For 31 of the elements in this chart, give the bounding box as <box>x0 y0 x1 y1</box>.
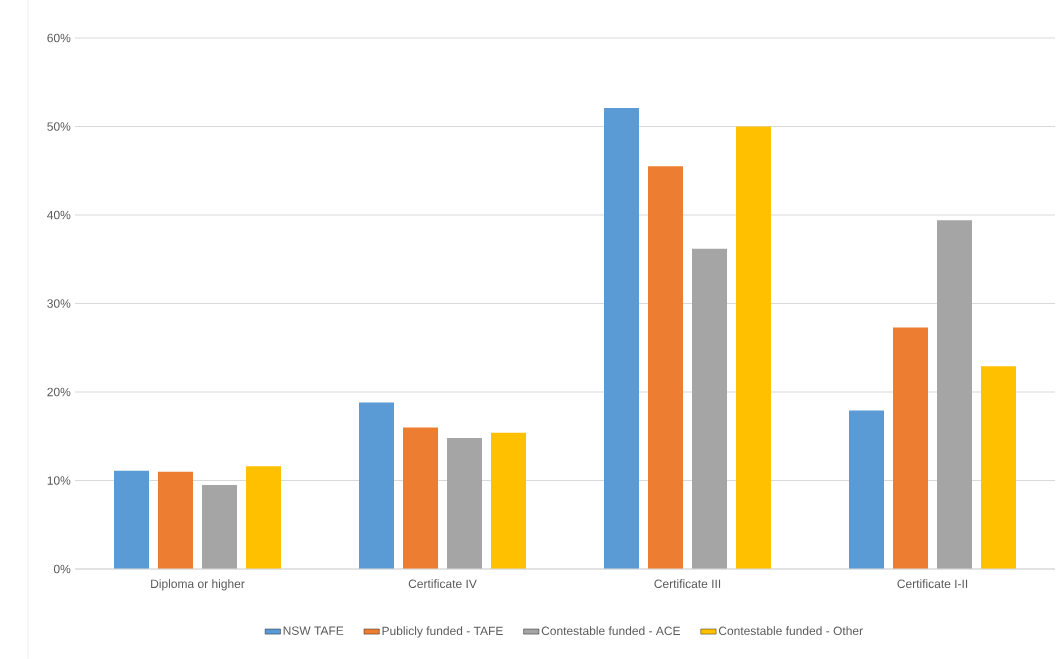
x-tick-label: Certificate IV <box>408 579 477 589</box>
x-tick-label: Certificate III <box>654 579 721 589</box>
bar <box>359 402 394 569</box>
legend-label: Contestable funded - ACE <box>541 626 681 636</box>
bar <box>736 126 772 569</box>
bar <box>491 432 526 569</box>
y-tick-label: 0% <box>53 564 71 574</box>
bar <box>158 471 193 569</box>
legend-label: Publicly funded - TAFE <box>382 626 503 638</box>
bar <box>246 466 281 569</box>
y-tick-label: 50% <box>47 122 71 131</box>
bar <box>893 327 929 569</box>
y-tick-label: 40% <box>47 210 71 220</box>
legend-label: Contestable funded - Other <box>718 626 863 636</box>
bar <box>202 484 237 569</box>
bar <box>937 220 973 569</box>
y-tick-label: 10% <box>47 476 71 485</box>
bar <box>604 107 640 569</box>
bar <box>447 438 482 569</box>
x-tick-label: Certificate I-II <box>897 579 968 589</box>
bar <box>849 410 885 569</box>
bar <box>692 248 728 569</box>
legend-label: NSW TAFE <box>283 626 344 635</box>
bar <box>648 166 684 569</box>
y-tick-label: 20% <box>47 387 71 397</box>
y-tick-label: 30% <box>47 299 71 308</box>
y-tick-label: 60% <box>47 33 71 43</box>
bar <box>403 427 438 569</box>
x-tick-label: Diploma or higher <box>151 579 245 591</box>
bar <box>114 470 149 569</box>
bar <box>981 366 1017 569</box>
